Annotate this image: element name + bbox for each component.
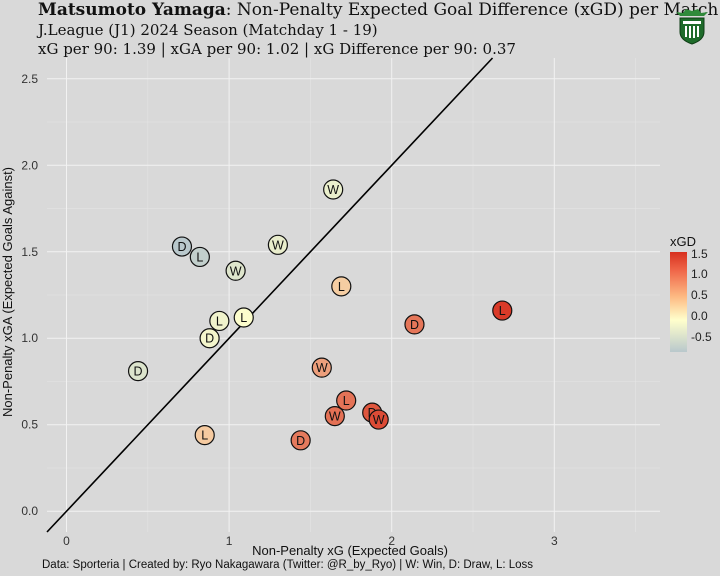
point-label: W	[316, 361, 328, 375]
legend-tick-0.5: 0.5	[691, 288, 708, 302]
point-marker	[225, 260, 246, 281]
point-marker	[336, 390, 357, 411]
data-point-w: W	[323, 179, 344, 200]
point-marker	[324, 405, 345, 427]
data-point-d: D	[199, 328, 220, 349]
point-marker	[492, 300, 513, 321]
chart-header: Matsumoto Yamaga: Non-Penalty Expected G…	[38, 0, 718, 59]
point-marker	[267, 234, 288, 255]
data-point-w: W	[267, 234, 288, 255]
y-axis-tick-labels: 0.0 0.5 1.0 1.5 2.0 2.5	[21, 72, 38, 518]
point-marker	[311, 357, 332, 378]
title-text: : Non-Penalty Expected Goal Difference (…	[225, 0, 719, 20]
data-point-l: L	[492, 300, 513, 321]
point-label: L	[338, 280, 345, 294]
point-marker	[368, 409, 389, 430]
point-marker	[331, 276, 352, 297]
point-label: L	[499, 304, 506, 318]
legend-color-bar	[670, 252, 687, 352]
point-label: L	[196, 250, 203, 264]
legend-title: xGD	[670, 234, 696, 249]
x-tick-label: 0	[63, 534, 70, 548]
reference-line-xg-equals-xga	[46, 57, 494, 533]
data-points: DDLLDLWLWDWWWLLDWDL	[127, 179, 513, 451]
chart-title: Matsumoto Yamaga: Non-Penalty Expected G…	[38, 0, 718, 21]
grid-major	[47, 58, 660, 532]
data-point-d: D	[404, 314, 425, 335]
x-axis-label: Non-Penalty xG (Expected Goals)	[252, 543, 448, 558]
point-label: D	[177, 240, 186, 254]
data-point-l: L	[336, 390, 357, 411]
title-team-name: Matsumoto Yamaga	[38, 0, 226, 20]
point-label: W	[373, 413, 385, 427]
point-label: L	[343, 394, 350, 408]
point-marker	[209, 310, 230, 332]
point-marker	[199, 328, 220, 349]
y-tick-label: 2.0	[21, 158, 38, 172]
team-crest-icon	[676, 9, 708, 45]
point-marker	[127, 361, 149, 382]
data-point-l: L	[331, 276, 352, 297]
chart-caption: Data: Sporteria | Created by: Ryo Nakaga…	[42, 559, 534, 571]
x-tick-label: 3	[551, 534, 558, 548]
data-point-l: L	[233, 307, 254, 328]
point-label: W	[327, 183, 339, 197]
data-point-w: W	[368, 409, 389, 430]
y-tick-label: 0.0	[21, 504, 38, 518]
x-axis-tick-labels: 0 1 2 3	[63, 534, 558, 548]
point-label: L	[240, 311, 247, 325]
point-label: W	[230, 264, 242, 278]
data-point-w: W	[311, 357, 332, 378]
data-point-l: L	[194, 425, 215, 446]
grid-minor	[47, 58, 660, 532]
data-point-w: W	[324, 405, 345, 427]
y-tick-label: 0.5	[21, 418, 38, 432]
y-axis-label: Non-Penalty xGA (Expected Goals Against)	[0, 167, 15, 417]
data-point-l: L	[209, 310, 230, 332]
legend-tick-neg-0.5: -0.5	[691, 330, 712, 344]
legend-tick-1.0: 1.0	[691, 267, 708, 281]
y-tick-label: 1.0	[21, 331, 38, 345]
point-label: D	[296, 434, 305, 448]
point-marker	[171, 236, 193, 257]
point-marker	[189, 246, 210, 268]
data-point-w: W	[225, 260, 246, 281]
data-point-d: D	[127, 361, 149, 382]
point-marker	[194, 425, 215, 446]
data-point-d: D	[171, 236, 193, 257]
data-point-l: L	[189, 246, 210, 268]
point-marker	[233, 307, 254, 328]
point-marker	[323, 179, 344, 200]
point-marker	[290, 430, 311, 451]
legend-tick-1.5: 1.5	[691, 247, 708, 261]
x-tick-label: 2	[388, 534, 395, 548]
chart-subtitle-stats: xG per 90: 1.39 | xGA per 90: 1.02 | xG …	[38, 40, 516, 58]
x-tick-label: 1	[226, 534, 233, 548]
point-label: D	[134, 365, 143, 379]
data-point-d: D	[290, 430, 311, 451]
point-label: L	[216, 314, 223, 328]
point-label: D	[410, 318, 419, 332]
point-label: W	[329, 410, 341, 424]
point-marker	[404, 314, 425, 335]
legend-tick-0.0: 0.0	[691, 309, 708, 323]
point-label: W	[272, 238, 284, 252]
y-tick-label: 1.5	[21, 245, 38, 259]
point-label: L	[201, 429, 208, 443]
y-tick-label: 2.5	[21, 72, 38, 86]
point-label: D	[205, 332, 214, 346]
chart-subtitle-season: J.League (J1) 2024 Season (Matchday 1 - …	[38, 21, 378, 39]
